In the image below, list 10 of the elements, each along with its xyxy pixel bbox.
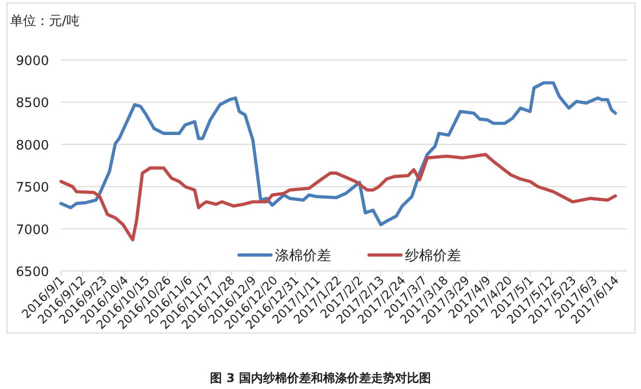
legend-label: 纱棉价差 [405, 248, 461, 264]
y-tick-label: 7500 [16, 180, 49, 196]
y-tick-label: 6500 [16, 265, 49, 280]
legend-label: 涤棉价差 [275, 248, 331, 264]
y-tick-label: 7000 [16, 222, 49, 238]
y-tick-label: 8000 [16, 138, 49, 154]
text: 图 3 国内纱棉价差和棉涤价差走势对比图 [210, 371, 431, 385]
y-tick-label: 8500 [16, 96, 49, 112]
y-axis-title: 单位：元/吨 [10, 14, 80, 29]
y-tick-label: 9000 [16, 54, 49, 69]
